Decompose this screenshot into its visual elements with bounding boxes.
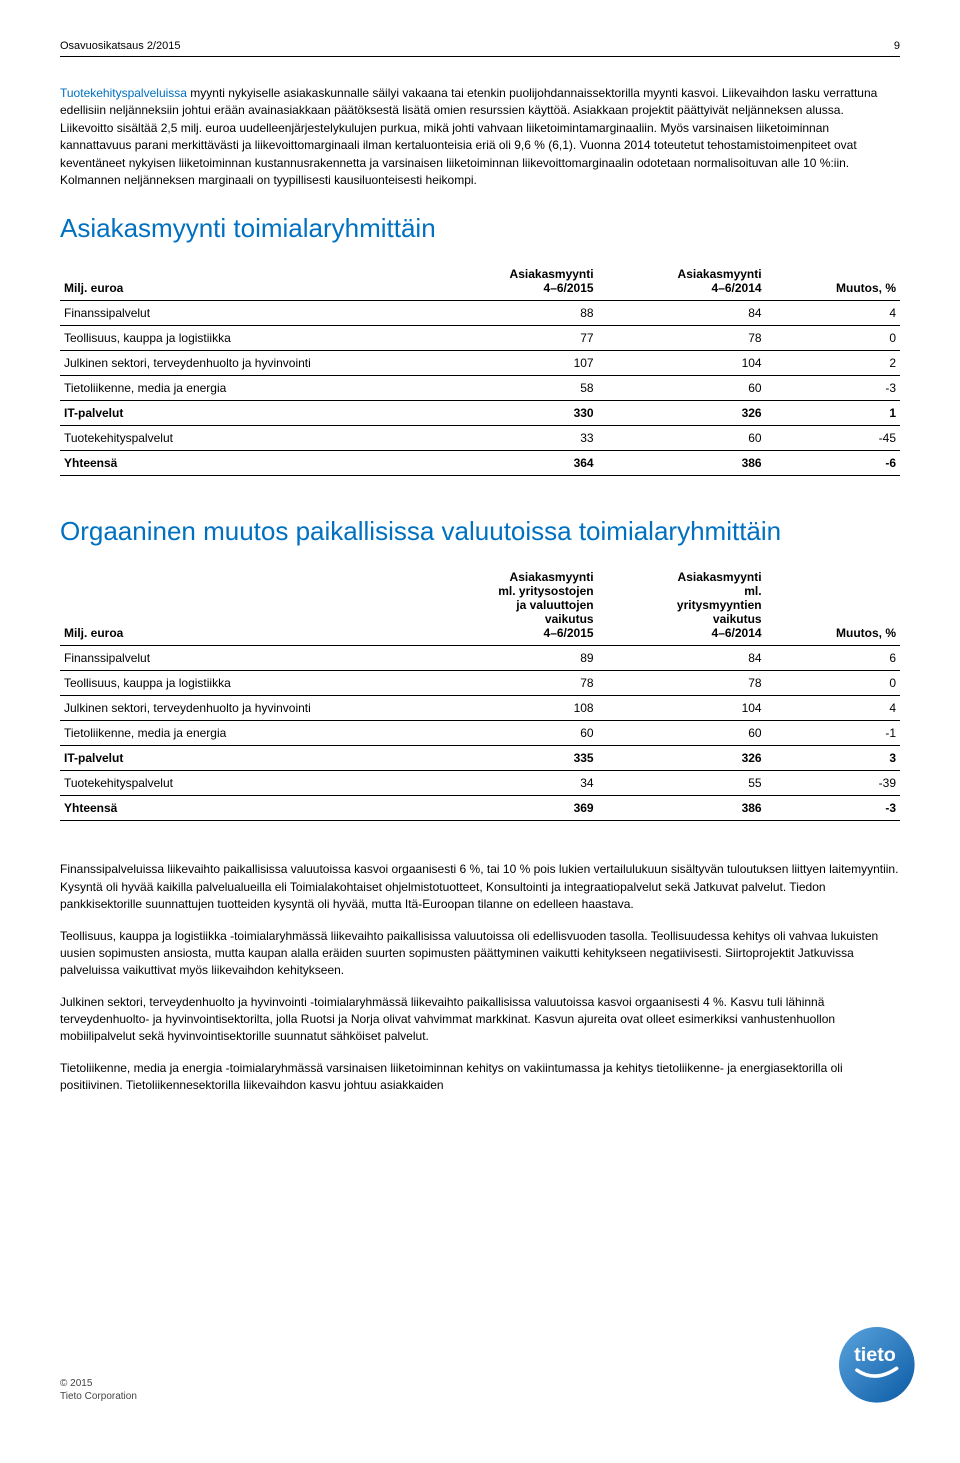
table-cell: 335 xyxy=(430,746,598,771)
table-cell: IT-palvelut xyxy=(60,746,430,771)
p1-link: Finanssipalveluissa xyxy=(60,862,164,876)
table2-h3: Muutos, % xyxy=(766,565,900,646)
table-row: Yhteensä364386-6 xyxy=(60,451,900,476)
table1-h2: Asiakasmyynti 4–6/2014 xyxy=(598,262,766,301)
table2-h0: Milj. euroa xyxy=(60,565,430,646)
page-header: Osavuosikatsaus 2/2015 9 xyxy=(60,40,900,57)
table-row: IT-palvelut3303261 xyxy=(60,401,900,426)
table-cell: 78 xyxy=(430,671,598,696)
table-cell: 4 xyxy=(766,696,900,721)
table-cell: 84 xyxy=(598,301,766,326)
table-cell: 108 xyxy=(430,696,598,721)
table-cell: 84 xyxy=(598,646,766,671)
table-row: Tietoliikenne, media ja energia5860-3 xyxy=(60,376,900,401)
table-row: Tuotekehityspalvelut3360-45 xyxy=(60,426,900,451)
table-cell: 55 xyxy=(598,771,766,796)
header-title: Osavuosikatsaus 2/2015 xyxy=(60,40,180,52)
table-row: Julkinen sektori, terveydenhuolto ja hyv… xyxy=(60,696,900,721)
table1-h3: Muutos, % xyxy=(766,262,900,301)
table-cell: 60 xyxy=(430,721,598,746)
footer: © 2015 Tieto Corporation xyxy=(60,1377,137,1403)
table-cell: Yhteensä xyxy=(60,451,430,476)
p1-text: liikevaihto paikallisissa valuutoissa ka… xyxy=(60,862,898,911)
table-cell: 77 xyxy=(430,326,598,351)
table2-h2: Asiakasmyynti ml. yritysmyyntien vaikutu… xyxy=(598,565,766,646)
table-cell: 88 xyxy=(430,301,598,326)
table-cell: 326 xyxy=(598,401,766,426)
table-cell: 364 xyxy=(430,451,598,476)
table-cell: Tietoliikenne, media ja energia xyxy=(60,721,430,746)
table-cell: Tuotekehityspalvelut xyxy=(60,426,430,451)
header-page-number: 9 xyxy=(894,40,900,52)
table-cell: IT-palvelut xyxy=(60,401,430,426)
tieto-logo: tieto xyxy=(830,1318,920,1408)
table-row: Finanssipalvelut88844 xyxy=(60,301,900,326)
table-row: Teollisuus, kauppa ja logistiikka78780 xyxy=(60,671,900,696)
table1-title: Asiakasmyynti toimialaryhmittäin xyxy=(60,213,900,244)
table-cell: 326 xyxy=(598,746,766,771)
table2: Milj. euroa Asiakasmyynti ml. yritysosto… xyxy=(60,565,900,821)
p4-link: Tietoliikenne, media ja energia xyxy=(60,1061,222,1075)
intro-link: Tuotekehityspalveluissa xyxy=(60,86,187,100)
table-row: Tietoliikenne, media ja energia6060-1 xyxy=(60,721,900,746)
table1-h1: Asiakasmyynti 4–6/2015 xyxy=(430,262,598,301)
table-cell: 60 xyxy=(598,376,766,401)
footer-line2: Tieto Corporation xyxy=(60,1390,137,1403)
table-cell: -6 xyxy=(766,451,900,476)
table-cell: 6 xyxy=(766,646,900,671)
table-cell: 78 xyxy=(598,671,766,696)
table-cell: 60 xyxy=(598,426,766,451)
intro-paragraph: Tuotekehityspalveluissa myynti nykyisell… xyxy=(60,85,900,189)
table-cell: Finanssipalvelut xyxy=(60,301,430,326)
table-cell: 78 xyxy=(598,326,766,351)
table-cell: 330 xyxy=(430,401,598,426)
table-cell: 33 xyxy=(430,426,598,451)
table-cell: -3 xyxy=(766,796,900,821)
p3-link: Julkinen sektori, terveydenhuolto ja hyv… xyxy=(60,995,307,1009)
after-paragraphs: Finanssipalveluissa liikevaihto paikalli… xyxy=(60,861,900,1094)
table-cell: 0 xyxy=(766,326,900,351)
table-cell: Yhteensä xyxy=(60,796,430,821)
table2-h1: Asiakasmyynti ml. yritysostojen ja valuu… xyxy=(430,565,598,646)
intro-text: myynti nykyiselle asiakaskunnalle säilyi… xyxy=(60,86,877,187)
table1: Milj. euroa Asiakasmyynti 4–6/2015 Asiak… xyxy=(60,262,900,476)
table2-title: Orgaaninen muutos paikallisissa valuutoi… xyxy=(60,516,900,547)
table-row: IT-palvelut3353263 xyxy=(60,746,900,771)
table-cell: 386 xyxy=(598,451,766,476)
table-cell: 104 xyxy=(598,696,766,721)
table-cell: -39 xyxy=(766,771,900,796)
table-cell: 104 xyxy=(598,351,766,376)
table-cell: Tuotekehityspalvelut xyxy=(60,771,430,796)
table-cell: 4 xyxy=(766,301,900,326)
table-row: Tuotekehityspalvelut3455-39 xyxy=(60,771,900,796)
table-cell: 89 xyxy=(430,646,598,671)
table-cell: 1 xyxy=(766,401,900,426)
table-cell: 58 xyxy=(430,376,598,401)
table-cell: 369 xyxy=(430,796,598,821)
table-cell: Teollisuus, kauppa ja logistiikka xyxy=(60,671,430,696)
table-cell: Julkinen sektori, terveydenhuolto ja hyv… xyxy=(60,696,430,721)
table-cell: -3 xyxy=(766,376,900,401)
table-row: Teollisuus, kauppa ja logistiikka77780 xyxy=(60,326,900,351)
table-cell: 0 xyxy=(766,671,900,696)
table1-h0: Milj. euroa xyxy=(60,262,430,301)
table-cell: -1 xyxy=(766,721,900,746)
table-cell: -45 xyxy=(766,426,900,451)
p2-link: Teollisuus, kauppa ja logistiikka xyxy=(60,929,227,943)
table-cell: 3 xyxy=(766,746,900,771)
table-row: Julkinen sektori, terveydenhuolto ja hyv… xyxy=(60,351,900,376)
table-cell: 34 xyxy=(430,771,598,796)
table-row: Finanssipalvelut89846 xyxy=(60,646,900,671)
table-cell: Julkinen sektori, terveydenhuolto ja hyv… xyxy=(60,351,430,376)
table-cell: Tietoliikenne, media ja energia xyxy=(60,376,430,401)
table-row: Yhteensä369386-3 xyxy=(60,796,900,821)
footer-line1: © 2015 xyxy=(60,1377,137,1390)
table-cell: Finanssipalvelut xyxy=(60,646,430,671)
table-cell: Teollisuus, kauppa ja logistiikka xyxy=(60,326,430,351)
svg-text:tieto: tieto xyxy=(854,1344,896,1366)
table-cell: 107 xyxy=(430,351,598,376)
table-cell: 60 xyxy=(598,721,766,746)
table-cell: 2 xyxy=(766,351,900,376)
table-cell: 386 xyxy=(598,796,766,821)
